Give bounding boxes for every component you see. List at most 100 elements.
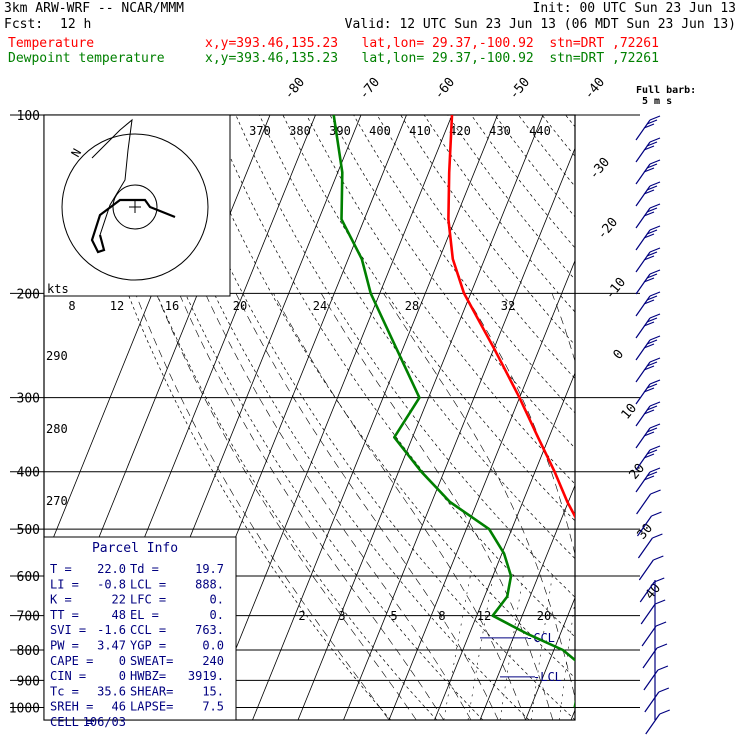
parcel-info-cell: 3.47 [97,639,126,653]
mixing-ratio-line [499,575,524,720]
wind-barb-flag [646,229,658,235]
isotherm-line [525,596,575,720]
isotherm-line [479,484,575,720]
temperature-location: x,y=393.46,135.23 lat,lon= 29.37,-100.92… [205,36,659,51]
wind-barb-flag [649,401,661,407]
parcel-info-cell: 0.0 [202,639,224,653]
hodograph-box [43,114,231,297]
pressure-tick-label: 400 [17,466,40,481]
parcel-info-cell: SREH = [50,700,93,714]
parcel-info-cell: T = [50,562,72,576]
wind-barb [637,515,652,537]
parcel-info-cell: SVI = [50,623,86,637]
dewpoint-trace [332,115,575,708]
model-title: 3km ARW-WRF -- NCAR/MMM [4,1,185,16]
isotherm-label: -50 [507,75,534,103]
wind-barb [643,669,659,691]
hodograph-speed-label: 12 [110,299,124,313]
wind-barb-flag [643,453,655,459]
parcel-info-cell: 46 [112,700,126,714]
parcel-info-cell: CAPE = [50,654,93,668]
isotherm-label: -70 [357,75,384,103]
temperature-trace [447,115,575,519]
parcel-info-cell: LI = [50,577,79,591]
parcel-info-cell: LFC = [130,593,166,607]
mixing-ratio-label: 20 [537,609,551,623]
wind-barb-flag [649,445,661,451]
plot-frame [43,114,576,721]
wind-barb-flag [646,163,658,169]
parcel-info-box [43,536,237,721]
parcel-info-cell: 3919. [188,669,224,683]
parcel-info-cell: PW = [50,639,79,653]
hodograph-speed-label: 16 [165,299,179,313]
wind-barb-flag [646,339,658,345]
valid-time: Valid: 12 UTC Sun 23 Jun 13 (06 MDT Sun … [344,17,736,32]
wind-barb-flag [649,181,661,187]
wind-barb-flag [646,427,658,433]
wind-barb [639,581,655,603]
parcel-info-cell: 0 [119,654,126,668]
mixing-ratio-line [558,598,575,720]
pressure-tick-label: 500 [17,523,40,538]
wind-barb [641,625,657,647]
wind-barb-flag [643,145,655,151]
parcel-info-cell: 48 [112,608,126,622]
isotherm-label: -30 [587,155,614,183]
wind-barb-flag [643,387,655,393]
theta-label: 370 [249,124,271,138]
parcel-info-cell: YGP = [130,639,166,653]
parcel-info-cell: 0. [210,593,224,607]
mixing-ratio-label: 3 [338,609,345,623]
isotherm-line [617,115,740,720]
mixing-ratio-line [443,575,471,720]
isotherm-label: -10 [603,275,630,303]
dry-adiabat-label: 270 [46,494,68,508]
parcel-info-cell: 0. [210,608,224,622]
hodograph-ring [112,184,158,230]
parcel-info-cell: 15. [202,684,224,698]
parcel-info-cell: LCL = [130,577,166,591]
mixing-ratio-label: 12 [477,609,491,623]
hodograph-speed-label: 24 [313,299,327,313]
wind-barb-flag [657,665,669,671]
wind-barb-flag [646,295,658,301]
isotherm-label: -80 [282,75,309,103]
theta-label: 420 [449,124,471,138]
parcel-info-cell: Td = [130,562,159,576]
parcel-info-cell: CIN = [50,669,86,683]
parcel-info-cell: HWBZ= [130,669,166,683]
parcel-info-cell: CCL = [130,623,166,637]
forecast-label: Fcst: [4,17,44,32]
temperature-legend-label: Temperature [8,36,95,51]
wind-barb-flag [654,599,666,605]
pressure-tick-label: 1000 [9,701,40,716]
wind-barb-flag [646,471,658,477]
parcel-info-cell: LAPSE= [130,700,173,714]
wind-barb-flag [643,343,655,349]
parcel-info-cell: -0.8 [97,577,126,591]
hodograph-trace-lower [90,198,176,254]
parcel-info-cell: 0 [119,669,126,683]
wind-barb-flag [643,299,655,305]
parcel-info-cell: 763. [195,623,224,637]
dry-adiabat [400,115,575,346]
moist-adiabat [273,293,526,720]
wind-barb-flag [646,119,658,125]
dry-adiabat [565,115,575,128]
wind-barb-flag [649,203,661,209]
wind-barb-flag [649,423,661,429]
pressure-tick-label: 700 [17,610,40,625]
wind-barb-flag [649,467,661,473]
dry-adiabat [329,115,575,449]
wind-barb-flag [649,313,661,319]
theta-label: 440 [529,124,551,138]
wind-barb-flag [643,233,655,239]
parcel-info-cell: TT = [50,608,79,622]
dry-adiabat [141,115,530,720]
mixing-ratio-label: 5 [390,609,397,623]
wind-barb-flag [649,247,661,253]
parcel-info-cell: K = [50,593,72,607]
wind-barb-flag [646,449,658,455]
parcel-info-cell: -1.6 [97,623,126,637]
